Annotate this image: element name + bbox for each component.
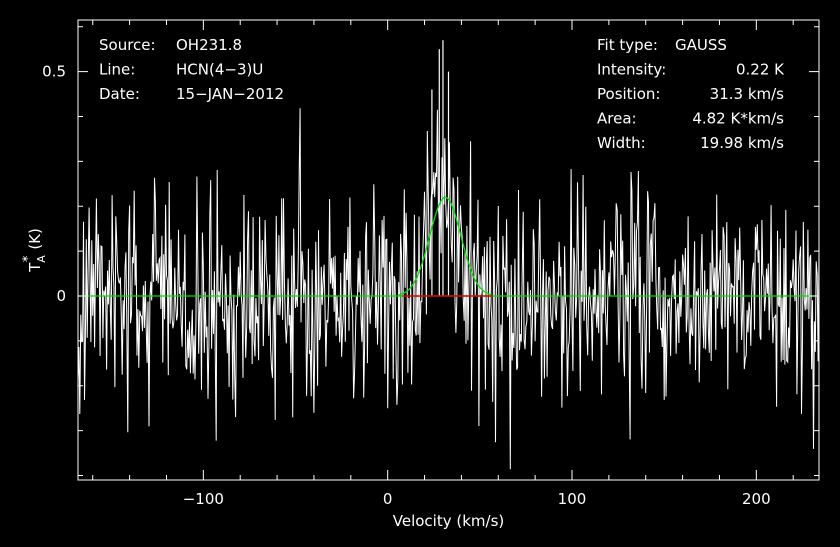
- fit-value: 0.22 K: [736, 61, 785, 79]
- header-key: Source:: [99, 36, 156, 54]
- header-key: Date:: [99, 85, 140, 103]
- x-tick-label: 0: [383, 490, 393, 508]
- header-value: OH231.8: [176, 36, 242, 54]
- x-tick-label: −100: [183, 490, 224, 508]
- header-value: 15−JAN−2012: [176, 85, 284, 103]
- x-tick-label: 100: [558, 490, 587, 508]
- fit-value: GAUSS: [675, 36, 727, 54]
- y-tick-label: 0.5: [42, 63, 66, 81]
- y-tick-label: 0: [56, 287, 66, 305]
- spectrum-trace: [77, 40, 820, 470]
- fit-key: Position:: [597, 85, 660, 103]
- plot-frame: [77, 19, 820, 481]
- fit-key: Intensity:: [597, 61, 666, 79]
- header-key: Line:: [99, 61, 135, 79]
- fit-key: Fit type:: [597, 36, 658, 54]
- gaussian-fit-curve: [398, 196, 492, 296]
- x-axis-label: Velocity (km/s): [393, 512, 504, 530]
- fit-value: 31.3 km/s: [710, 85, 785, 103]
- y-axis-label: TA*(K): [21, 228, 48, 273]
- fit-value: 4.82 K*km/s: [692, 110, 784, 128]
- fit-key: Area:: [597, 110, 637, 128]
- fit-value: 19.98 km/s: [700, 134, 784, 152]
- header-value: HCN(4−3)U: [176, 61, 263, 79]
- fit-key: Width:: [597, 134, 646, 152]
- x-tick-label: 200: [742, 490, 771, 508]
